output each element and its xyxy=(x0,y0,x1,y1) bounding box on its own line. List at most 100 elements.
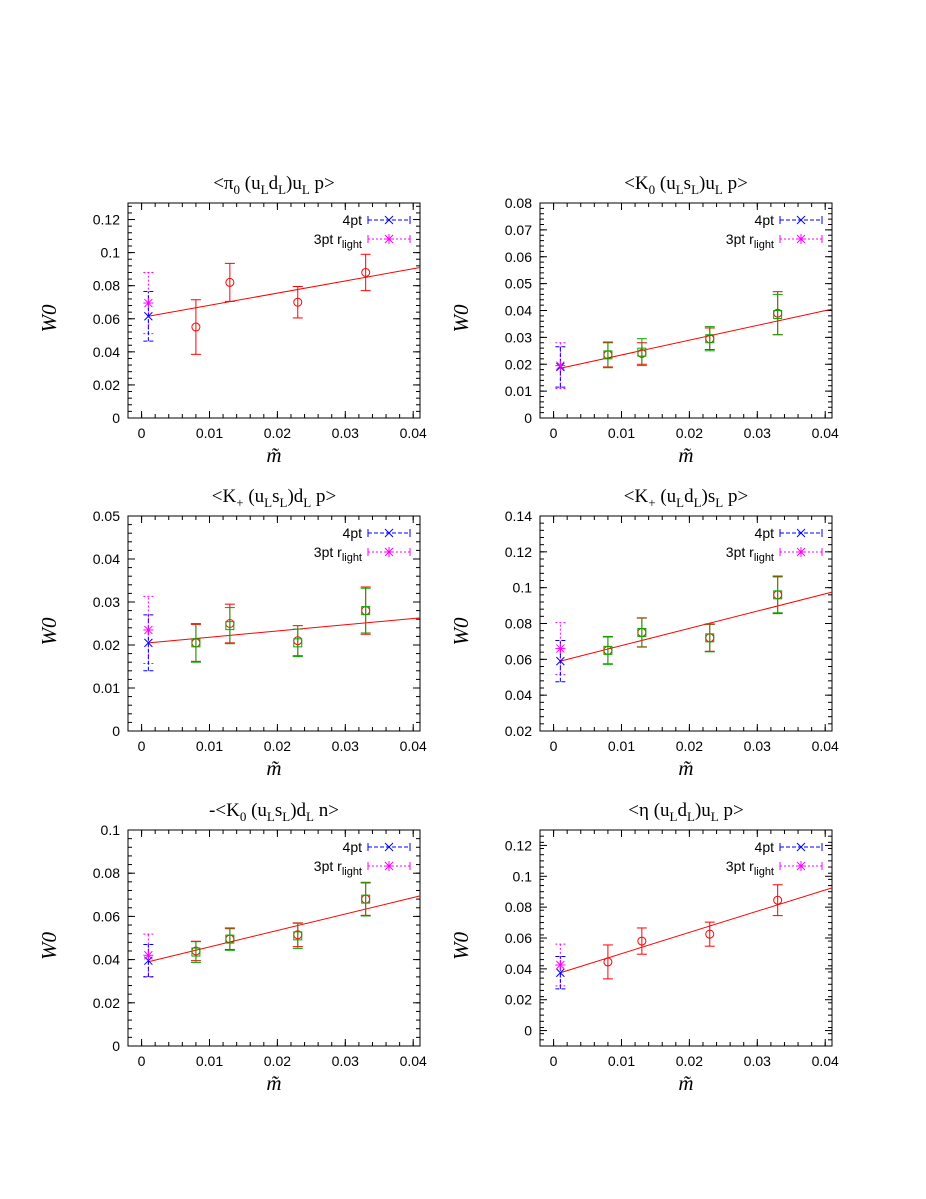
y-axis-label: W0 xyxy=(449,617,473,645)
x-tick-label: 0 xyxy=(550,425,558,441)
x-tick-label: 0.01 xyxy=(608,425,635,441)
cross-mark xyxy=(556,968,565,978)
fit-line xyxy=(148,267,421,317)
data-point-circle xyxy=(705,929,715,939)
x-tick-label: 0.04 xyxy=(400,425,427,441)
title-text: )u xyxy=(699,173,715,194)
data-point-square xyxy=(293,638,303,648)
x-tick-label: 0 xyxy=(138,1053,146,1069)
x-tick-label: 0.04 xyxy=(812,738,839,754)
y-axis-label: W0 xyxy=(37,932,61,960)
title-subscript: L xyxy=(282,809,290,824)
title-text: )u xyxy=(695,800,711,821)
x-tick-label: 0.03 xyxy=(332,738,359,754)
y-tick-label: 0.04 xyxy=(93,344,120,360)
plot-frame xyxy=(539,829,833,1047)
title-subscript: L xyxy=(691,182,699,197)
title-subscript: 0 xyxy=(649,182,656,197)
three-pt-marker xyxy=(143,950,154,961)
y-tick-label: 0 xyxy=(112,723,120,739)
fit-line xyxy=(560,308,833,369)
x-axis-label: m̃ xyxy=(266,756,281,780)
three-pt-marker xyxy=(555,360,566,371)
cross-mark xyxy=(144,638,153,648)
y-tick-label: 0.02 xyxy=(93,637,120,653)
x-axis-label: m̃ xyxy=(678,443,693,467)
legend-label-3pt: 3pt rlight xyxy=(314,858,362,878)
data-point-error xyxy=(772,293,783,336)
y-tick-label: 0.08 xyxy=(505,616,532,632)
title-text: s xyxy=(275,800,282,821)
x-tick-label: 0 xyxy=(550,1053,558,1069)
legend-label-4pt: 4pt xyxy=(343,212,363,228)
data-point-error xyxy=(636,338,647,367)
data-point-square xyxy=(225,934,235,944)
data-point-square xyxy=(293,931,303,941)
chart-panel-1: <π0 (uLdL)uL p>0 0.01 0.02 0.03 0.0400.020.0… xyxy=(37,173,427,467)
title-subscript: L xyxy=(694,495,702,510)
four-pt-marker xyxy=(144,638,153,648)
data-point-error xyxy=(360,253,371,292)
title-text: p> xyxy=(719,800,744,821)
legend-label-3pt-sub: light xyxy=(754,239,774,251)
title-text: p> xyxy=(310,173,335,194)
plot-frame xyxy=(539,515,833,732)
y-tick-label: 0.04 xyxy=(505,303,532,319)
title-text: d xyxy=(677,800,687,821)
data-point-error xyxy=(772,576,783,614)
legend-label-3pt-sub: light xyxy=(342,239,362,251)
x-tick-label: 0.04 xyxy=(812,425,839,441)
data-point-error xyxy=(292,922,303,949)
data-point-square xyxy=(361,894,371,904)
legend-label-4pt: 4pt xyxy=(755,212,775,228)
title-text: (u xyxy=(244,486,265,507)
three-pt-marker xyxy=(143,298,154,309)
data-point-error xyxy=(704,623,715,653)
y-tick-label: 0.04 xyxy=(93,551,120,567)
title-subscript: L xyxy=(302,182,310,197)
x-tick-label: 0.01 xyxy=(608,738,635,754)
data-point-square xyxy=(637,347,647,357)
plot-frame xyxy=(127,202,421,419)
data-point-square xyxy=(361,606,371,616)
three-pt-marker xyxy=(143,624,154,635)
title-text: )d xyxy=(287,486,303,507)
legend-label-3pt: 3pt rlight xyxy=(314,544,362,564)
y-tick-label: 0.12 xyxy=(505,837,532,853)
title-subscript: L xyxy=(264,495,272,510)
data-point-square xyxy=(603,645,613,655)
title-subscript: 0 xyxy=(234,182,241,197)
chart-panel-5: -<K0 (uLsL)dL n>0 0.01 0.02 0.03 0.0400.020.… xyxy=(37,800,427,1095)
title-subscript: L xyxy=(267,809,275,824)
data-point-error xyxy=(602,635,613,665)
title-text: <K xyxy=(624,173,649,194)
title-subscript: L xyxy=(303,495,311,510)
data-point-error xyxy=(224,927,235,951)
y-tick-label: 0.05 xyxy=(505,276,532,292)
x-tick-label: 0.03 xyxy=(332,425,359,441)
y-tick-label: 0.12 xyxy=(93,212,120,228)
fit-line xyxy=(560,887,833,974)
data-point-square xyxy=(191,947,201,957)
y-tick-label: 0.04 xyxy=(505,961,532,977)
data-point-circle xyxy=(293,297,303,307)
legend-label-3pt-sub: light xyxy=(754,866,774,878)
title-text: d xyxy=(684,486,694,507)
plot-frame xyxy=(127,829,421,1047)
x-tick-label: 0.03 xyxy=(744,738,771,754)
title-text: s xyxy=(684,173,691,194)
legend-label-3pt-main: 3pt r xyxy=(314,544,342,560)
data-point-error xyxy=(190,941,201,963)
legend-label-3pt: 3pt rlight xyxy=(726,544,774,564)
y-tick-label: 0.14 xyxy=(505,508,532,524)
title-subscript: L xyxy=(676,495,684,510)
three-pt-error xyxy=(555,342,566,389)
x-axis-label: m̃ xyxy=(266,1071,281,1095)
data-point-square xyxy=(773,310,783,320)
data-point-square xyxy=(705,633,715,643)
y-tick-label: 0.01 xyxy=(93,680,120,696)
y-tick-label: 0.1 xyxy=(101,245,121,261)
data-point-circle xyxy=(637,936,647,946)
